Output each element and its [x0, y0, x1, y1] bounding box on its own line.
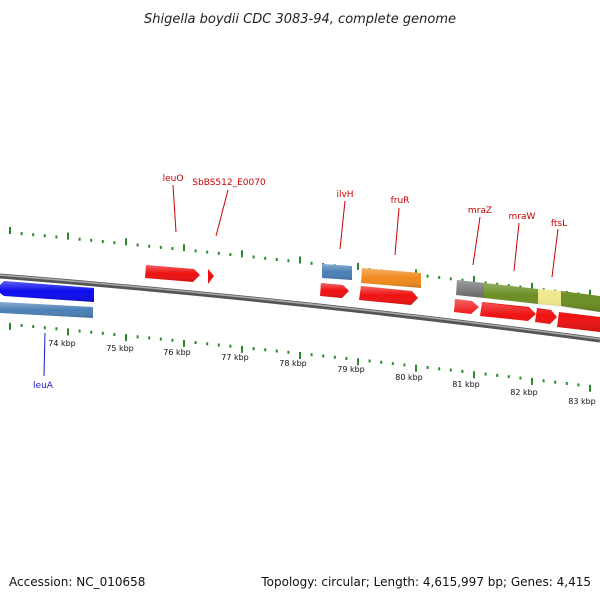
upper-tick-marks — [9, 227, 591, 297]
callout-line — [215, 189, 229, 237]
tick-label-77kbp: 77 kbp — [221, 353, 249, 362]
label-ilvH: ilvH — [336, 190, 353, 200]
gene-labels: leuA leuO SbBS512_E0070 ilvH fruR mraZ m… — [33, 174, 567, 391]
tick-label-74kbp: 74 kbp — [48, 339, 76, 348]
cds-shine — [320, 283, 349, 298]
callout-line — [339, 200, 346, 250]
label-SbBS512_E0070: SbBS512_E0070 — [192, 178, 266, 188]
callout-line — [472, 216, 481, 266]
feature-track — [0, 264, 600, 332]
cds-SbBS512_E0070[interactable] — [208, 269, 214, 284]
label-mraZ: mraZ — [468, 206, 492, 216]
label-leuA: leuA — [33, 381, 54, 391]
segment-shine — [322, 264, 352, 280]
callout-line — [513, 222, 520, 272]
tick-label-82kbp: 82 kbp — [510, 388, 538, 397]
accession-text: Accession: NC_010658 — [9, 575, 145, 589]
genome-summary-text: Topology: circular; Length: 4,615,997 bp… — [260, 575, 591, 589]
segment-shine — [0, 302, 93, 318]
cds-shine — [145, 265, 200, 282]
label-leuO: leuO — [163, 174, 184, 184]
tick-label-83kbp: 83 kbp — [568, 397, 596, 406]
segment-shine — [456, 280, 600, 312]
tick-label-80kbp: 80 kbp — [395, 373, 423, 382]
cds-shine — [454, 299, 600, 332]
callout-line — [394, 207, 400, 256]
map-title: Shigella boydii CDC 3083-94, complete ge… — [144, 12, 456, 27]
genome-backbone — [0, 273, 600, 343]
tick-label-78kbp: 78 kbp — [279, 359, 307, 368]
tick-label-79kbp: 79 kbp — [337, 365, 365, 374]
callout-line — [172, 184, 177, 233]
gene-leuA-shine — [0, 281, 94, 302]
tick-label-81kbp: 81 kbp — [452, 380, 480, 389]
genome-backbone-highlight — [0, 274, 600, 340]
segment-shine — [361, 268, 421, 288]
callout-line — [551, 228, 559, 278]
kbp-scale: 74 kbp 75 kbp 76 kbp 77 kbp 78 kbp 79 kb… — [48, 339, 596, 406]
callout-line — [43, 332, 46, 377]
label-mraW: mraW — [509, 212, 536, 222]
tick-label-75kbp: 75 kbp — [106, 344, 134, 353]
lower-tick-marks — [9, 322, 591, 392]
label-ftsL: ftsL — [551, 219, 567, 229]
tick-label-76kbp: 76 kbp — [163, 348, 191, 357]
cds-shine — [359, 286, 418, 305]
label-fruR: fruR — [391, 196, 410, 206]
